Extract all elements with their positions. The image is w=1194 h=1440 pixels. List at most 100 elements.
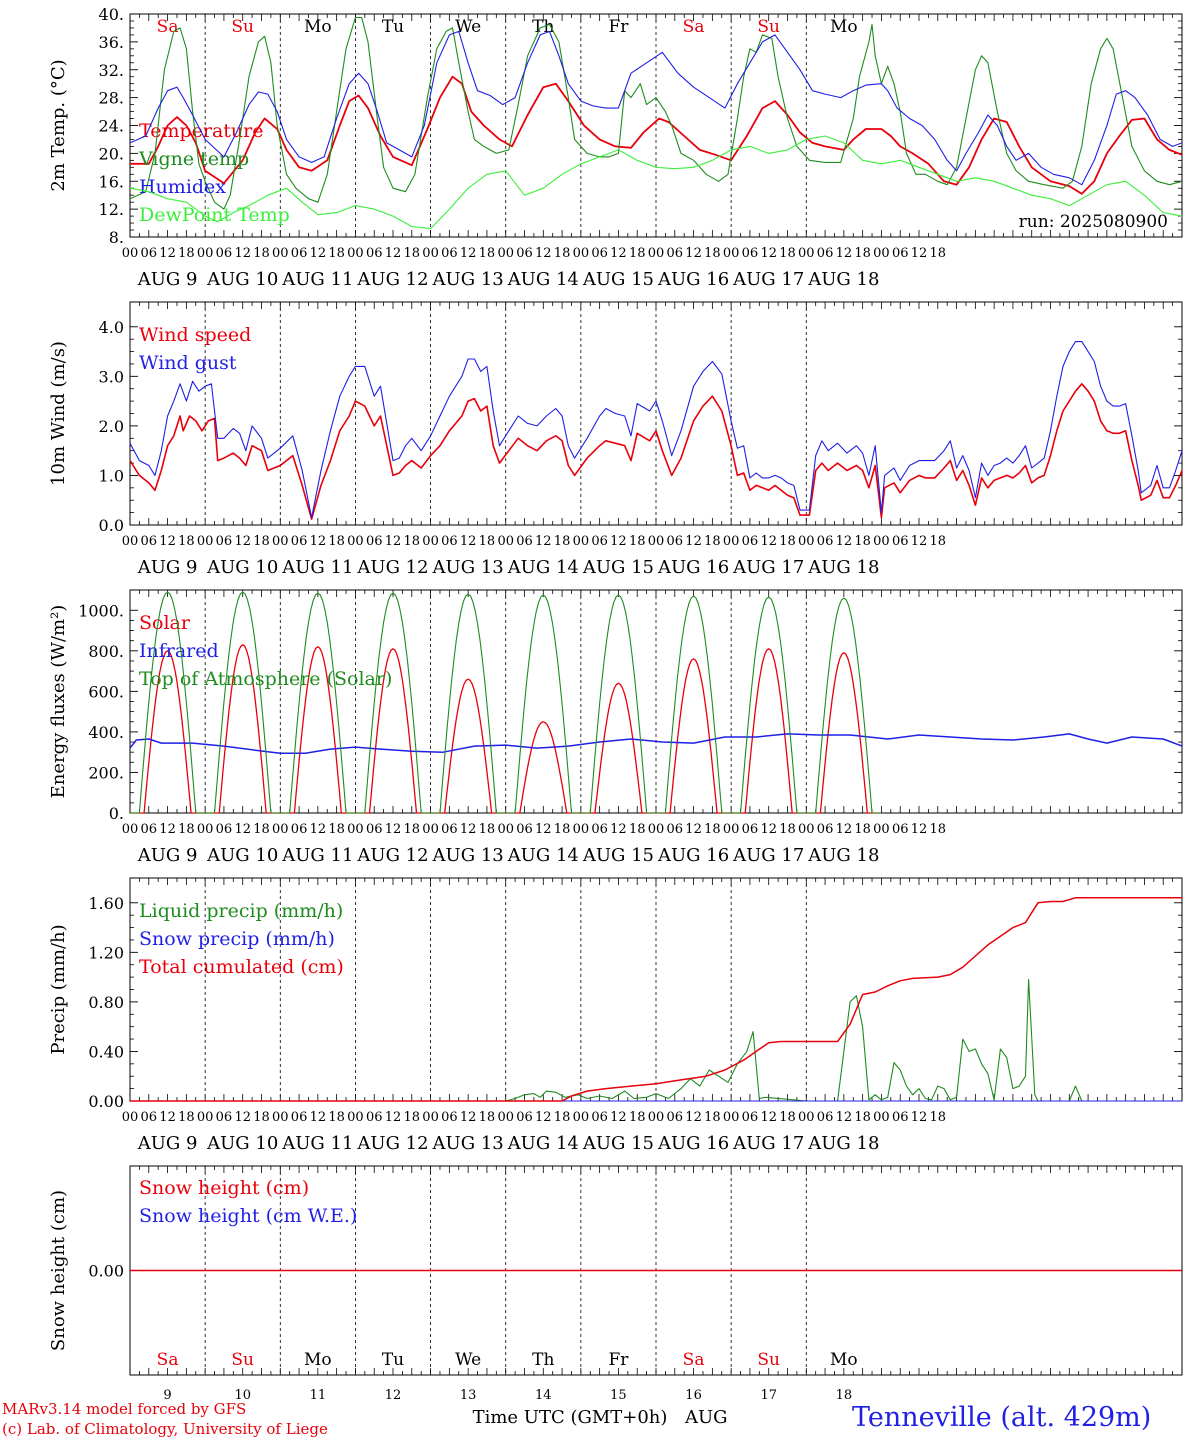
x-hour-label: 12 <box>911 1110 928 1125</box>
legend-vigne-temp: Vigne temp <box>138 148 249 170</box>
month-label: AUG <box>684 1407 728 1428</box>
x-hour-label: 12 <box>460 822 477 837</box>
x-hour-label: 18 <box>854 822 871 837</box>
x-hour-label: 06 <box>216 1110 233 1125</box>
x-hour-label: 00 <box>422 1110 439 1125</box>
x-hour-label: 00 <box>122 822 139 837</box>
x-hour-label: 06 <box>892 534 909 549</box>
y-tick-label: 28. <box>99 89 124 108</box>
x-date-label: AUG 10 <box>206 557 278 578</box>
time-axis-label: Time UTC (GMT+0h) <box>473 1407 668 1428</box>
x-day-number: 18 <box>836 1388 853 1403</box>
x-hour-label: 00 <box>798 246 815 261</box>
lab-credit: (c) Lab. of Climatology, University of L… <box>2 1420 328 1438</box>
series-line <box>130 897 1182 1102</box>
x-hour-label: 06 <box>291 246 308 261</box>
x-hour-label: 00 <box>422 246 439 261</box>
day-name-label: Fr <box>608 17 629 37</box>
x-date-label: AUG 15 <box>582 1133 654 1154</box>
x-date-label: AUG 13 <box>432 557 504 578</box>
x-date-label: AUG 14 <box>507 557 579 578</box>
x-date-label: AUG 17 <box>732 845 804 866</box>
day-name-label: Th <box>532 1350 554 1370</box>
legend-snow-height-cm: Snow height (cm) <box>139 1177 309 1199</box>
x-hour-label: 06 <box>591 246 608 261</box>
x-hour-label: 06 <box>817 822 834 837</box>
day-name-label: Su <box>757 17 780 37</box>
x-hour-label: 18 <box>328 1110 345 1125</box>
day-name-label: We <box>455 1350 481 1370</box>
x-hour-label: 00 <box>648 246 665 261</box>
x-hour-label: 12 <box>234 246 251 261</box>
y-tick-label: 800. <box>88 642 124 661</box>
series-line <box>129 135 1183 230</box>
x-hour-label: 12 <box>836 534 853 549</box>
x-hour-label: 00 <box>272 246 289 261</box>
series-line <box>130 591 882 814</box>
x-date-label: AUG 17 <box>732 1133 804 1154</box>
x-hour-label: 12 <box>836 246 853 261</box>
x-day-number: 13 <box>460 1388 477 1403</box>
x-hour-label: 00 <box>573 534 590 549</box>
x-hour-label: 18 <box>328 246 345 261</box>
x-hour-label: 12 <box>535 822 552 837</box>
x-hour-label: 06 <box>742 534 759 549</box>
x-hour-label: 12 <box>310 246 327 261</box>
x-hour-label: 00 <box>347 534 364 549</box>
x-hour-label: 12 <box>836 1110 853 1125</box>
x-hour-label: 12 <box>234 1110 251 1125</box>
x-hour-label: 00 <box>648 1110 665 1125</box>
x-date-label: AUG 12 <box>356 269 428 290</box>
x-hour-label: 18 <box>930 1110 947 1125</box>
x-date-label: AUG 15 <box>582 269 654 290</box>
x-date-label: AUG 15 <box>582 557 654 578</box>
day-name-label: Mo <box>304 17 332 37</box>
x-hour-label: 12 <box>460 1110 477 1125</box>
y-tick-label: 2.0 <box>99 417 124 436</box>
x-day-number: 17 <box>760 1388 777 1403</box>
x-hour-label: 18 <box>178 1110 195 1125</box>
day-name-label: Su <box>231 17 254 37</box>
x-date-label: AUG 18 <box>807 557 879 578</box>
day-name-label: Mo <box>830 1350 858 1370</box>
x-hour-label: 18 <box>629 1110 646 1125</box>
model-credit: MARv3.14 model forced by GFS <box>2 1400 247 1418</box>
x-hour-label: 12 <box>460 534 477 549</box>
x-hour-label: 06 <box>591 534 608 549</box>
x-hour-label: 06 <box>516 822 533 837</box>
y-tick-label: 1.60 <box>88 894 124 913</box>
x-hour-label: 12 <box>685 534 702 549</box>
x-hour-label: 18 <box>629 822 646 837</box>
x-hour-label: 12 <box>685 1110 702 1125</box>
y-tick-label: 16. <box>99 172 124 191</box>
series-line <box>129 733 1183 754</box>
x-date-label: AUG 11 <box>281 269 353 290</box>
day-name-label: Tu <box>382 1350 404 1370</box>
x-hour-label: 12 <box>610 246 627 261</box>
x-hour-label: 06 <box>141 1110 158 1125</box>
y-tick-label: 0.80 <box>88 993 124 1012</box>
x-hour-label: 06 <box>216 822 233 837</box>
x-day-number: 15 <box>610 1388 627 1403</box>
x-hour-label: 18 <box>178 822 195 837</box>
x-hour-label: 00 <box>798 534 815 549</box>
y-tick-label: 1.0 <box>99 466 124 485</box>
x-hour-label: 06 <box>516 534 533 549</box>
x-hour-label: 18 <box>854 246 871 261</box>
x-hour-label: 18 <box>178 534 195 549</box>
day-name-label: Sa <box>683 1350 705 1370</box>
day-name-label: Mo <box>830 17 858 37</box>
x-date-label: AUG 14 <box>507 1133 579 1154</box>
x-hour-label: 12 <box>234 534 251 549</box>
x-hour-label: 12 <box>836 822 853 837</box>
x-date-label: AUG 13 <box>432 269 504 290</box>
x-hour-label: 06 <box>591 822 608 837</box>
x-hour-label: 06 <box>516 246 533 261</box>
x-hour-label: 00 <box>798 822 815 837</box>
x-day-number: 16 <box>685 1388 702 1403</box>
x-date-label: AUG 9 <box>137 845 198 866</box>
x-date-label: AUG 10 <box>206 845 278 866</box>
x-hour-label: 12 <box>535 534 552 549</box>
x-hour-label: 06 <box>892 822 909 837</box>
